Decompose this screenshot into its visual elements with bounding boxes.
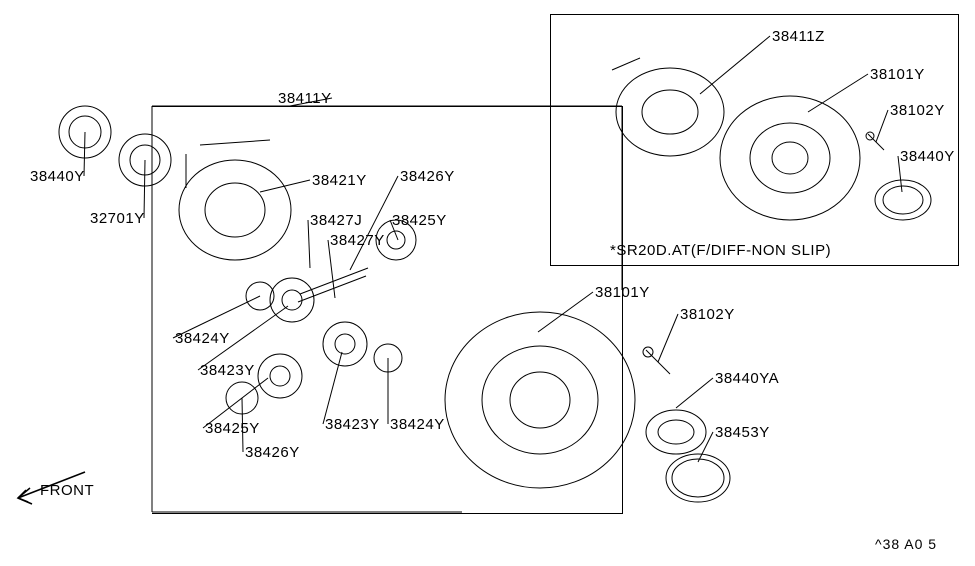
diagram-canvas: 38440Y 32701Y 38411Y 38421Y 38426Y 38427J 3842… xyxy=(0,0,975,566)
part-label-38423Y_l: 38423Y xyxy=(200,362,255,379)
part-label-38421Y: 38421Y xyxy=(312,172,367,189)
part-label-38425Y_b: 38425Y xyxy=(205,420,260,437)
part-label-38426Y_b: 38426Y xyxy=(245,444,300,461)
part-label-38453Y: 38453Y xyxy=(715,424,770,441)
part-label-38102Y_main: 38102Y xyxy=(680,306,735,323)
diagram-code: ^38 A0 5 xyxy=(875,536,937,552)
part-label-38440Y_i: 38440Y xyxy=(900,148,955,165)
part-label-38424Y_r: 38424Y xyxy=(390,416,445,433)
part-label-38440Y: 38440Y xyxy=(30,168,85,185)
part-label-38427J: 38427J xyxy=(310,212,362,229)
part-label-38424Y_l: 38424Y xyxy=(175,330,230,347)
inset-caption: *SR20D.AT(F/DIFF-NON SLIP) xyxy=(610,242,831,259)
part-label-38101Y_main: 38101Y xyxy=(595,284,650,301)
part-label-38411Z: 38411Z xyxy=(772,28,825,45)
part-label-38101Y_i: 38101Y xyxy=(870,66,925,83)
part-label-38440YA: 38440YA xyxy=(715,370,779,387)
part-label-38411Y: 38411Y xyxy=(278,90,332,107)
part-label-38423Y_r: 38423Y xyxy=(325,416,380,433)
part-label-38425Y_top: 38425Y xyxy=(392,212,447,229)
front-label: FRONT xyxy=(40,482,94,499)
part-label-32701Y: 32701Y xyxy=(90,210,145,227)
part-label-38427Y: 38427Y xyxy=(330,232,385,249)
inset-nonslip-frame xyxy=(550,14,959,266)
part-label-38426Y_top: 38426Y xyxy=(400,168,455,185)
part-label-38102Y_i: 38102Y xyxy=(890,102,945,119)
